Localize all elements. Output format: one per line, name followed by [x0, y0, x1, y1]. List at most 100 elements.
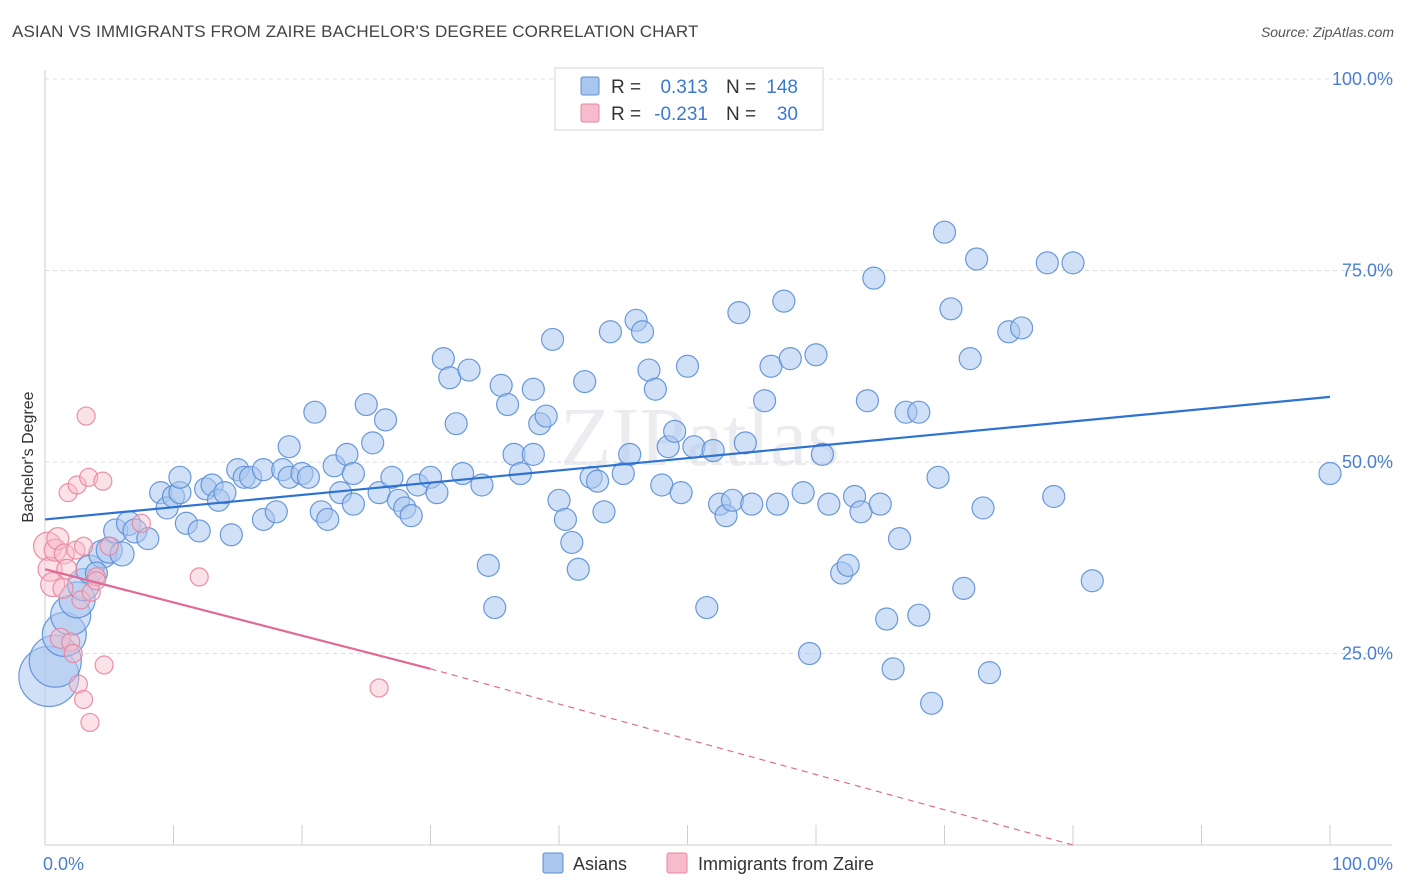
point-asians-49 — [380, 465, 404, 489]
grid-lines — [45, 78, 1392, 654]
point-asians-74 — [553, 507, 578, 532]
point-asians-141 — [84, 561, 109, 585]
point-asians-39 — [316, 507, 340, 532]
point-zaire-17 — [73, 536, 94, 556]
point-asians-62 — [476, 553, 500, 578]
point-zaire-16 — [73, 689, 94, 710]
point-asians-63 — [483, 595, 507, 620]
bottom-legend-swatch-zaire — [666, 852, 688, 874]
legend-r-value-zaire: -0.231 — [654, 104, 708, 125]
point-asians-43 — [341, 492, 365, 516]
point-asians-46 — [361, 431, 385, 455]
point-asians-106 — [778, 346, 802, 371]
y-tick-label-50: 50.0% — [1342, 452, 1393, 472]
point-asians-83 — [618, 442, 642, 466]
legend-r-value-asians: 0.313 — [660, 77, 708, 98]
point-zaire-26 — [99, 536, 119, 556]
point-asians-108 — [797, 641, 822, 666]
point-asians-135 — [1009, 316, 1034, 340]
point-asians-113 — [836, 553, 860, 578]
point-asians-75 — [560, 530, 584, 555]
point-asians-61 — [470, 473, 494, 497]
legend-n-label-asians: N = — [726, 77, 756, 98]
point-asians-118 — [868, 492, 892, 516]
legend-n-value-asians: 148 — [766, 77, 798, 98]
point-zaire-15 — [71, 590, 91, 610]
bottom-legend-zaire: Immigrants from Zaire — [698, 854, 874, 874]
point-zaire-2 — [40, 571, 66, 598]
point-asians-60 — [457, 358, 481, 382]
point-asians-58 — [444, 412, 468, 436]
x-tick-label-end: 100.0% — [1332, 854, 1393, 874]
point-asians-132 — [971, 496, 995, 520]
bottom-legend-swatch-asians — [542, 852, 564, 874]
legend-swatch-asians — [580, 76, 600, 96]
point-zaire-14 — [68, 674, 89, 694]
point-asians-140 — [1318, 461, 1342, 486]
legend: R = 0.313 N = 148 R = -0.231 N = 30 — [554, 67, 824, 131]
point-asians-69 — [521, 442, 545, 466]
point-asians-24 — [213, 481, 237, 505]
legend-r-label-asians: R = — [611, 77, 641, 98]
point-asians-91 — [669, 481, 693, 505]
point-asians-138 — [1061, 251, 1085, 275]
point-asians-68 — [521, 377, 545, 401]
point-asians-18 — [168, 465, 192, 489]
point-asians-110 — [810, 442, 835, 466]
point-asians-128 — [939, 297, 963, 321]
axes — [44, 70, 1392, 846]
trend-lines — [44, 395, 1331, 846]
point-asians-37 — [303, 400, 327, 424]
point-asians-52 — [399, 504, 423, 528]
point-asians-105 — [772, 289, 796, 313]
point-asians-116 — [855, 389, 880, 413]
point-asians-55 — [425, 481, 449, 505]
point-asians-33 — [277, 435, 301, 459]
point-asians-104 — [765, 492, 790, 516]
point-asians-90 — [663, 419, 687, 443]
point-asians-92 — [675, 354, 700, 378]
point-asians-13 — [136, 526, 160, 551]
point-asians-71 — [534, 404, 558, 428]
point-asians-9 — [109, 541, 135, 567]
point-asians-36 — [296, 465, 321, 489]
trend-line-zaire — [44, 568, 431, 670]
point-asians-45 — [354, 392, 378, 417]
point-zaire-13 — [67, 475, 87, 495]
point-zaire-18 — [76, 406, 96, 426]
point-zaire-6 — [52, 577, 74, 599]
point-asians-109 — [804, 343, 828, 367]
x-tick-label-start: 0.0% — [43, 854, 84, 874]
point-zaire-5 — [49, 627, 72, 649]
point-zaire-24 — [93, 471, 113, 491]
point-asians-127 — [932, 220, 957, 244]
point-asians-130 — [958, 346, 982, 371]
point-asians-25 — [219, 523, 243, 547]
point-asians-121 — [887, 526, 912, 551]
trend-line-zaire-extension — [430, 668, 1074, 846]
point-asians-119 — [875, 607, 899, 631]
legend-n-label-zaire: N = — [726, 104, 756, 125]
point-asians-77 — [573, 369, 597, 394]
point-asians-139 — [1080, 569, 1104, 593]
point-asians-137 — [1042, 484, 1066, 509]
point-zaire-1 — [37, 556, 63, 582]
source-label: Source: ZipAtlas.com — [1260, 24, 1394, 40]
point-asians-129 — [952, 576, 976, 600]
point-asians-80 — [592, 500, 616, 524]
point-asians-98 — [720, 488, 745, 512]
y-tick-label-75: 75.0% — [1342, 261, 1393, 281]
point-asians-87 — [643, 377, 667, 401]
point-asians-95 — [701, 438, 725, 463]
point-asians-44 — [341, 461, 365, 486]
legend-n-value-zaire: 30 — [777, 104, 798, 125]
point-asians-48 — [373, 408, 398, 432]
y-tick-label-100: 100.0% — [1332, 69, 1393, 89]
trend-line-asians — [44, 395, 1331, 521]
point-asians-111 — [817, 492, 841, 516]
point-zaire-21 — [81, 582, 101, 602]
point-zaire-10 — [61, 632, 81, 652]
bottom-legend: Asians Immigrants from Zaire — [542, 852, 874, 874]
point-asians-65 — [496, 392, 520, 417]
